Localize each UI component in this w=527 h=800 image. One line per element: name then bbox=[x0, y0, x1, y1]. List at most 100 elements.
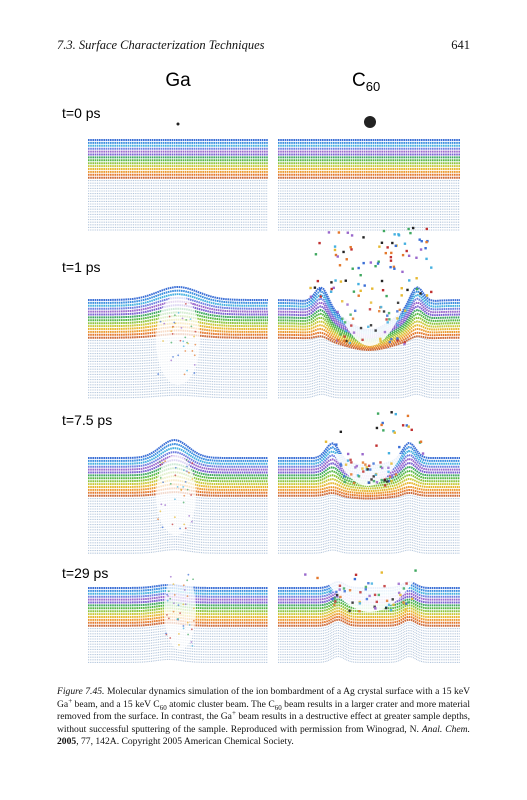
atom bbox=[368, 594, 371, 598]
atom-layer bbox=[278, 533, 460, 539]
atom-layer bbox=[278, 473, 460, 488]
atom bbox=[186, 465, 188, 468]
atom bbox=[169, 482, 172, 485]
sputtered-atom bbox=[376, 412, 380, 415]
sputtered-atom bbox=[380, 571, 383, 574]
atom bbox=[383, 330, 387, 334]
atom bbox=[188, 461, 191, 464]
atom bbox=[178, 644, 180, 646]
page-number: 641 bbox=[451, 38, 470, 52]
atom-layer bbox=[278, 607, 460, 616]
atom bbox=[399, 593, 402, 597]
atom bbox=[177, 312, 180, 314]
sputtered-atom bbox=[390, 411, 393, 414]
atom-layer bbox=[278, 331, 460, 350]
atom bbox=[367, 481, 370, 484]
atom-layer bbox=[88, 595, 268, 601]
atom-layer bbox=[88, 601, 268, 607]
atom bbox=[174, 466, 177, 469]
atom bbox=[379, 337, 382, 341]
atom-layer bbox=[278, 515, 460, 520]
atom-layer bbox=[88, 541, 268, 546]
atom bbox=[191, 478, 194, 480]
atom bbox=[346, 459, 350, 462]
atom bbox=[159, 476, 162, 479]
atom bbox=[386, 480, 389, 483]
atom-layer bbox=[278, 609, 460, 618]
atom-layer bbox=[278, 531, 460, 536]
sputtered-atom bbox=[339, 430, 343, 434]
figure: Ga C60 t=0 ps t=1 ps t=7.5 ps t=29 ps bbox=[62, 70, 461, 663]
atom bbox=[335, 593, 339, 597]
atom bbox=[396, 324, 399, 327]
atom bbox=[365, 597, 369, 601]
atom bbox=[173, 593, 176, 596]
sputtered-atom bbox=[415, 287, 419, 291]
atom bbox=[366, 468, 369, 471]
atom bbox=[336, 339, 339, 342]
sputtered-atom bbox=[342, 250, 345, 254]
atom bbox=[186, 579, 189, 582]
atom bbox=[389, 608, 393, 612]
sputtered-atom bbox=[318, 288, 322, 291]
atom bbox=[178, 633, 180, 635]
atom bbox=[398, 308, 402, 312]
sputtered-atom bbox=[425, 227, 428, 231]
atom bbox=[165, 632, 167, 635]
atom-layer bbox=[278, 327, 460, 348]
atom bbox=[336, 310, 339, 314]
atom bbox=[190, 628, 193, 631]
sputtered-atom bbox=[330, 287, 333, 291]
atom bbox=[188, 515, 191, 517]
sputtered-atom bbox=[419, 248, 423, 251]
sputtered-atom bbox=[420, 239, 423, 243]
atom bbox=[166, 613, 168, 616]
sputtered-atom bbox=[398, 445, 401, 449]
atom bbox=[364, 585, 368, 589]
sputtered-atom bbox=[419, 440, 423, 443]
atom bbox=[361, 338, 364, 342]
atom bbox=[186, 595, 189, 598]
sputtered-atom bbox=[313, 286, 317, 289]
atom bbox=[186, 621, 189, 624]
atom bbox=[411, 597, 414, 600]
atom bbox=[182, 486, 185, 488]
atom bbox=[159, 320, 162, 323]
atom bbox=[184, 481, 187, 483]
atom-layer bbox=[278, 520, 460, 526]
atom bbox=[170, 359, 173, 362]
atom-layer bbox=[278, 494, 460, 500]
caption-text: beam, and a 15 keV C bbox=[72, 698, 160, 710]
atom bbox=[397, 582, 400, 585]
atom bbox=[364, 463, 367, 466]
atom bbox=[374, 329, 377, 332]
atom bbox=[402, 587, 406, 590]
atom-layer bbox=[88, 289, 268, 304]
atom bbox=[157, 518, 159, 521]
atom bbox=[337, 338, 340, 342]
sputtered-atom bbox=[411, 226, 415, 230]
atom bbox=[349, 458, 352, 462]
sputtered-atom bbox=[363, 284, 366, 287]
atom bbox=[172, 602, 175, 605]
sputtered-atom bbox=[362, 236, 365, 239]
atom bbox=[354, 466, 357, 469]
sputtered-atom bbox=[406, 414, 410, 418]
caption-year: 2005 bbox=[57, 736, 77, 748]
atom bbox=[349, 313, 352, 316]
atom bbox=[387, 603, 391, 607]
atom-layer bbox=[278, 354, 460, 360]
atom bbox=[369, 324, 373, 327]
atom bbox=[164, 504, 167, 506]
atom bbox=[173, 314, 176, 317]
sputtered-atom bbox=[378, 245, 381, 248]
atom bbox=[169, 597, 172, 600]
sputtered-atom bbox=[324, 440, 328, 443]
caption-sub: 60 bbox=[159, 703, 167, 712]
atom-layer bbox=[278, 510, 460, 515]
atom bbox=[374, 473, 377, 477]
atom bbox=[343, 339, 346, 343]
atom bbox=[161, 461, 164, 464]
atom bbox=[342, 475, 346, 478]
